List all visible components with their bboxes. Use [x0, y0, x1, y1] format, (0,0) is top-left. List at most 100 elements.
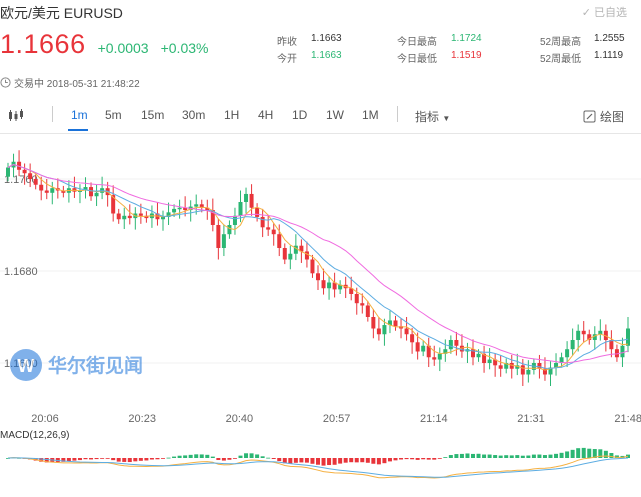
macd-bar [338, 458, 343, 464]
candlestick-type-icon[interactable] [8, 109, 24, 122]
macd-bar [172, 456, 177, 458]
candle [28, 163, 33, 188]
interval-1w[interactable]: 1W [326, 108, 344, 122]
stats-col-3: 52周最高 1.2555 52周最低 1.1119 [540, 33, 625, 67]
candle [271, 223, 276, 246]
macd-bar [321, 458, 326, 466]
macd-bar [177, 455, 182, 458]
macd-bar [343, 458, 348, 463]
macd-bar [410, 458, 415, 460]
candle [321, 268, 326, 295]
candle [387, 310, 392, 334]
x-tick-label: 21:31 [517, 413, 545, 425]
watermark-text: 华尔街见闻 [48, 354, 143, 377]
candle [210, 198, 215, 232]
stat-label: 52周最低 [540, 54, 582, 65]
macd-bar [194, 454, 199, 458]
candle [17, 150, 22, 177]
macd-bar [581, 447, 586, 458]
interval-1m[interactable]: 1m [71, 108, 88, 122]
candle [515, 353, 520, 376]
stat-label: 昨收 [277, 37, 297, 48]
candle [177, 199, 182, 219]
candle [487, 348, 492, 370]
candle [626, 317, 630, 353]
macd-bar [376, 458, 381, 465]
candle [89, 182, 94, 201]
candle [133, 207, 138, 230]
candle [432, 345, 437, 366]
macd-bar [387, 458, 392, 462]
interval-1m-month[interactable]: 1M [362, 108, 379, 122]
stat-prev-close: 1.1663 [311, 33, 342, 44]
macd-bar [515, 455, 520, 458]
candle [559, 352, 564, 368]
candle [437, 347, 442, 372]
macd-bar [232, 458, 237, 459]
interval-4h[interactable]: 4H [258, 108, 274, 122]
candle [327, 276, 332, 300]
macd-bar [155, 458, 160, 460]
macd-bar [94, 458, 99, 460]
candle [382, 318, 387, 346]
macd-bar [260, 456, 265, 458]
macd-bar [266, 457, 271, 459]
macd-bar [349, 458, 354, 463]
chart-toolbar: 1m 5m 15m 30m 1H 4H 1D 1W 1M 指标 ▼ 绘图 [0, 98, 641, 134]
interval-5m[interactable]: 5m [105, 108, 122, 122]
macd-bar [255, 454, 260, 458]
y-tick-label: 1.1680 [4, 266, 38, 278]
macd-bar [565, 451, 570, 458]
candle [465, 342, 470, 363]
watchlist-toggle[interactable]: ✓ 已自选 [582, 4, 627, 20]
macd-bar [537, 454, 542, 458]
interval-1h[interactable]: 1H [224, 108, 240, 122]
candle [349, 276, 354, 301]
macd-bar [61, 458, 66, 462]
macd-bar [183, 455, 188, 458]
macd-bar [471, 453, 475, 458]
x-tick-label: 21:48 [614, 413, 641, 425]
macd-bar [493, 455, 498, 458]
macd-bar [66, 458, 71, 462]
candle [227, 220, 232, 239]
candle [39, 176, 44, 201]
candle [50, 181, 55, 205]
indicators-menu[interactable]: 指标 ▼ [415, 108, 450, 125]
macd-bar [509, 455, 514, 458]
x-tick-label: 20:06 [31, 413, 59, 425]
macd-bar [116, 458, 121, 462]
macd-bar [89, 458, 94, 460]
macd-bar [299, 458, 304, 463]
candle [144, 211, 149, 223]
candle [609, 330, 614, 358]
macd-bar [421, 458, 426, 460]
candle [548, 361, 553, 386]
macd-bar [277, 458, 282, 462]
interval-30m[interactable]: 30m [182, 108, 206, 122]
macd-bar [404, 458, 409, 460]
macd-bar [498, 455, 503, 458]
interval-1d[interactable]: 1D [292, 108, 308, 122]
macd-bar [526, 455, 531, 458]
macd-bar [221, 458, 226, 461]
macd-bar [365, 458, 370, 463]
macd-bar [316, 458, 320, 465]
interval-15m[interactable]: 15m [141, 108, 165, 122]
macd-bar [44, 458, 49, 463]
candle [22, 163, 27, 185]
macd-bar [293, 458, 298, 463]
macd-bar [371, 458, 376, 464]
macd-bar [542, 455, 547, 458]
stat-52w-low: 1.1119 [594, 50, 624, 61]
macd-bar [249, 453, 254, 458]
candle [410, 327, 415, 354]
draw-button[interactable]: 绘图 [583, 108, 624, 125]
macd-bar [100, 458, 105, 459]
candle [221, 224, 226, 257]
candle [127, 204, 132, 225]
candle [498, 355, 503, 377]
draw-label: 绘图 [600, 110, 625, 124]
